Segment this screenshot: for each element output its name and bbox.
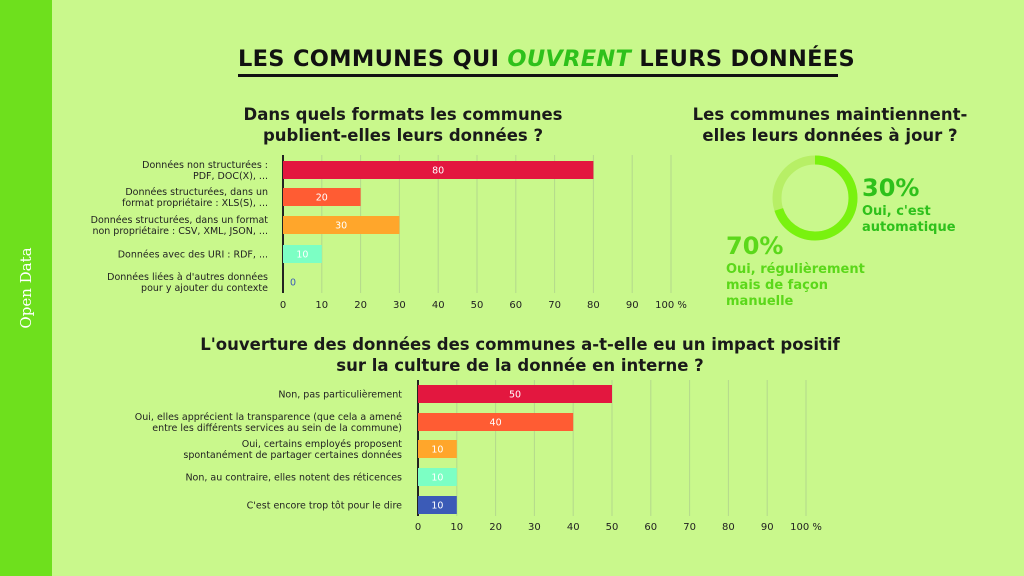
chart3-data-label: 10 bbox=[431, 501, 443, 512]
chart3-tick-label: 100 % bbox=[790, 522, 822, 533]
chart3-category-label: Non, pas particulièrement bbox=[278, 390, 402, 401]
chart3-bar bbox=[418, 413, 574, 431]
chart3-category-label: C'est encore trop tôt pour le dire bbox=[247, 501, 402, 512]
chart1-tick-label: 0 bbox=[280, 300, 286, 311]
chart1-tick-label: 40 bbox=[432, 300, 445, 311]
chart3-title-line: sur la culture de la donnée en interne ? bbox=[336, 356, 704, 375]
chart3-category-label: Oui, certains employés proposent bbox=[242, 439, 403, 450]
chart1-tick-label: 100 % bbox=[655, 300, 687, 311]
chart3-category-label: Oui, elles apprécient la transparence (q… bbox=[135, 412, 402, 423]
pie-slice-30-label: Oui, c'est automatique bbox=[862, 204, 956, 236]
pie-slice-70-label: Oui, régulièrement mais de façon manuell… bbox=[726, 262, 865, 310]
chart3-bar bbox=[418, 468, 457, 486]
chart3-data-label: 10 bbox=[431, 473, 443, 484]
chart3-category-label: Non, au contraire, elles notent des réti… bbox=[185, 473, 402, 484]
chart3-tick-label: 50 bbox=[606, 522, 619, 533]
pie-label-line: manuelle bbox=[726, 294, 794, 309]
chart1-category-label: Données non structurées : bbox=[142, 160, 268, 171]
chart3-title: L'ouverture des données des communes a-t… bbox=[190, 334, 850, 376]
chart1-bar bbox=[283, 245, 322, 263]
chart3-bar bbox=[418, 496, 457, 514]
title-underline bbox=[238, 74, 838, 77]
sidebar: Open Data bbox=[0, 0, 52, 576]
chart3-bar bbox=[418, 440, 457, 458]
chart1-title-line: Dans quels formats les communes bbox=[243, 105, 563, 124]
pie-label-line: Oui, c'est bbox=[862, 204, 931, 219]
chart1-data-label: 30 bbox=[335, 221, 347, 232]
chart1-tick-label: 10 bbox=[315, 300, 328, 311]
chart1-category-label: PDF, DOC(X), ... bbox=[193, 171, 268, 182]
chart3-tick-label: 40 bbox=[567, 522, 580, 533]
chart3-bar bbox=[418, 385, 612, 403]
chart3-tick-label: 80 bbox=[722, 522, 735, 533]
chart1-tick-label: 60 bbox=[509, 300, 522, 311]
chart1-tick-label: 70 bbox=[548, 300, 561, 311]
chart1-data-label: 80 bbox=[432, 166, 444, 177]
donut-slice-70 bbox=[772, 155, 858, 241]
pie-title-line: Les communes maintiennent- bbox=[692, 105, 968, 124]
page-title: LES COMMUNES QUI OUVRENT LEURS DONNÉES bbox=[238, 46, 855, 72]
chart3-data-label: 10 bbox=[431, 445, 443, 456]
chart1-category-label: Données structurées, dans un bbox=[125, 187, 268, 198]
title-after: LEURS DONNÉES bbox=[631, 46, 855, 72]
chart3-category-label: spontanément de partager certaines donné… bbox=[183, 450, 402, 461]
chart1-data-label: 20 bbox=[316, 193, 328, 204]
chart3-tick-label: 70 bbox=[683, 522, 696, 533]
chart3-tick-label: 10 bbox=[450, 522, 463, 533]
pie-title: Les communes maintiennent- elles leurs d… bbox=[690, 104, 970, 146]
pie-slice-70-pct: 70% bbox=[726, 232, 784, 260]
pie-label-line: automatique bbox=[862, 220, 956, 235]
chart1-tick-label: 30 bbox=[393, 300, 406, 311]
chart1-data-label: 0 bbox=[290, 278, 296, 289]
pie-title-line: elles leurs données à jour ? bbox=[702, 126, 958, 145]
chart1-tick-label: 20 bbox=[354, 300, 367, 311]
chart1-data-label: 10 bbox=[296, 250, 308, 261]
chart1-category-label: Données avec des URI : RDF, ... bbox=[118, 250, 268, 261]
chart3-tick-label: 0 bbox=[415, 522, 421, 533]
chart1-bar bbox=[283, 216, 400, 234]
chart3-tick-label: 30 bbox=[528, 522, 541, 533]
chart3-title-line: L'ouverture des données des communes a-t… bbox=[200, 335, 840, 354]
chart3-category-label: entre les différents services au sein de… bbox=[152, 423, 402, 434]
chart1-category-label: pour y ajouter du contexte bbox=[141, 283, 268, 294]
chart3-tick-label: 90 bbox=[761, 522, 774, 533]
chart3-tick-label: 60 bbox=[644, 522, 657, 533]
pie-label-line: mais de façon bbox=[726, 278, 829, 293]
chart1-bar bbox=[283, 161, 594, 179]
title-highlight: OUVRENT bbox=[507, 46, 632, 72]
chart3-data-label: 50 bbox=[509, 390, 521, 401]
chart1-category-label: Données liées à d'autres données bbox=[107, 272, 268, 283]
pie-slice-30-pct: 30% bbox=[862, 174, 920, 202]
chart1-category-label: Données structurées, dans un format bbox=[91, 215, 269, 226]
chart1-bar bbox=[283, 188, 361, 206]
chart1-category-label: non propriétaire : CSV, XML, JSON, ... bbox=[92, 226, 268, 237]
chart1-tick-label: 90 bbox=[626, 300, 639, 311]
chart1-category-label: format propriétaire : XLS(S), ... bbox=[122, 198, 268, 209]
chart1-tick-label: 50 bbox=[471, 300, 484, 311]
pie-label-line: Oui, régulièrement bbox=[726, 262, 865, 277]
chart1-title-line: publient-elles leurs données ? bbox=[262, 126, 544, 145]
chart1-tick-label: 80 bbox=[587, 300, 600, 311]
title-before: LES COMMUNES QUI bbox=[238, 46, 508, 72]
chart1-title: Dans quels formats les communes publient… bbox=[238, 104, 568, 146]
chart3-tick-label: 20 bbox=[489, 522, 502, 533]
chart3-data-label: 40 bbox=[490, 418, 502, 429]
